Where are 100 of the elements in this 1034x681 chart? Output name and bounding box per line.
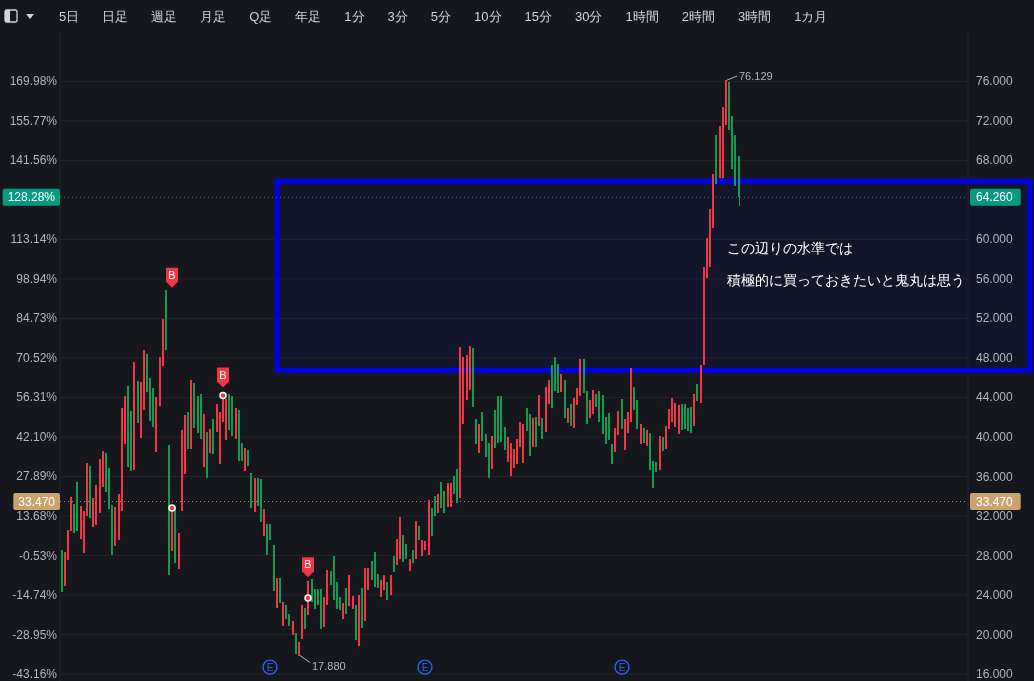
candlestick bbox=[273, 544, 275, 592]
y-tick-label: 72.000 bbox=[976, 113, 1014, 128]
candlestick bbox=[415, 520, 417, 559]
annotation: 積極的に買っておきたいと鬼丸は思う bbox=[727, 271, 966, 288]
candlestick bbox=[374, 551, 376, 588]
candlestick bbox=[203, 414, 205, 467]
candlestick bbox=[472, 348, 474, 408]
y2-tick-label: -0.53% bbox=[18, 548, 58, 563]
candlestick bbox=[304, 607, 306, 629]
candlestick bbox=[640, 424, 642, 444]
text: 週足 bbox=[151, 8, 178, 24]
y-tick-label: 28.000 bbox=[976, 548, 1014, 563]
candlestick bbox=[355, 604, 357, 641]
candlestick bbox=[254, 477, 256, 513]
candlestick bbox=[428, 500, 430, 555]
candlestick bbox=[348, 575, 350, 606]
y-tick-label: 24.000 bbox=[976, 588, 1014, 603]
y-tick-label: 20.000 bbox=[976, 627, 1014, 642]
y2-tick-label: 84.73% bbox=[16, 311, 58, 326]
candlestick bbox=[345, 588, 347, 614]
candlestick bbox=[643, 428, 645, 443]
candlestick bbox=[456, 468, 458, 504]
candlestick bbox=[292, 620, 294, 635]
candlestick bbox=[320, 589, 322, 629]
text: 17.880 bbox=[312, 659, 346, 672]
candlestick bbox=[608, 413, 610, 440]
text: 1分 bbox=[344, 8, 365, 24]
candlestick bbox=[690, 407, 692, 434]
text: B bbox=[304, 558, 312, 571]
candlestick bbox=[475, 419, 477, 444]
candlestick bbox=[187, 412, 189, 449]
text: 1カ月 bbox=[794, 8, 828, 24]
candlestick bbox=[500, 396, 502, 442]
y-tick-label: 68.000 bbox=[976, 153, 1014, 168]
y-tick-label: 16.000 bbox=[976, 667, 1014, 681]
text: 年足 bbox=[295, 8, 322, 24]
candlestick bbox=[127, 385, 129, 467]
candlestick bbox=[95, 485, 97, 525]
candlestick bbox=[646, 430, 648, 446]
y2-tick-label: 141.56% bbox=[9, 153, 58, 168]
candlestick bbox=[174, 507, 176, 564]
series-label: E bbox=[266, 662, 274, 674]
text: 5日 bbox=[59, 8, 80, 24]
candlestick bbox=[592, 389, 594, 415]
y2-tick-label: -43.16% bbox=[12, 667, 58, 681]
text: 3時間 bbox=[737, 8, 772, 24]
candlestick bbox=[681, 404, 683, 431]
y-tick-label: 60.000 bbox=[976, 232, 1014, 247]
candlestick bbox=[693, 393, 695, 427]
candlestick bbox=[611, 443, 613, 464]
candlestick bbox=[440, 482, 442, 509]
candlestick bbox=[247, 449, 249, 466]
ref-line-label: 64.260 bbox=[976, 190, 1014, 205]
candlestick bbox=[206, 432, 208, 479]
candlestick bbox=[412, 549, 414, 564]
candlestick bbox=[298, 642, 300, 656]
candlestick bbox=[266, 523, 268, 555]
y-tick-label: 52.000 bbox=[976, 311, 1014, 326]
candlestick bbox=[190, 379, 192, 449]
candlestick bbox=[209, 429, 211, 453]
text: 33.470 bbox=[976, 494, 1013, 509]
candlestick bbox=[560, 373, 562, 392]
candlestick bbox=[715, 134, 717, 185]
text: 1時間 bbox=[625, 8, 659, 24]
y2-tick-label: 155.77% bbox=[9, 113, 58, 128]
y2-tick-label: -14.74% bbox=[12, 588, 58, 603]
candlestick bbox=[522, 424, 524, 463]
text: 月足 bbox=[200, 8, 227, 24]
y2-tick-label: 42.10% bbox=[16, 429, 58, 444]
candlestick bbox=[662, 437, 664, 451]
candlestick bbox=[684, 404, 686, 430]
candlestick bbox=[418, 525, 420, 540]
candlestick bbox=[178, 532, 180, 570]
candlestick bbox=[114, 507, 116, 546]
candlestick bbox=[361, 588, 363, 628]
candlestick bbox=[659, 436, 661, 470]
candlestick bbox=[504, 427, 506, 450]
candlestick bbox=[282, 601, 284, 626]
candlestick bbox=[301, 604, 303, 639]
candlestick bbox=[437, 494, 439, 514]
candlestick bbox=[133, 361, 135, 470]
candlestick bbox=[491, 436, 493, 469]
candlestick bbox=[263, 509, 265, 536]
candlestick bbox=[279, 578, 281, 603]
candlestick bbox=[687, 408, 689, 432]
candlestick bbox=[358, 595, 360, 647]
candlestick bbox=[700, 364, 702, 404]
candlestick bbox=[212, 419, 214, 454]
point bbox=[304, 594, 312, 602]
text: 76.129 bbox=[739, 70, 773, 83]
candlestick bbox=[459, 347, 461, 499]
candlestick bbox=[447, 483, 449, 508]
candlestick bbox=[390, 575, 392, 596]
y2-tick-label: 128.28% bbox=[7, 190, 56, 205]
candlestick bbox=[89, 465, 91, 518]
candlestick bbox=[481, 412, 483, 441]
ref-line-label: 33.470 bbox=[18, 494, 56, 509]
y2-tick-label: 13.68% bbox=[16, 509, 58, 524]
y2-tick-label: 70.52% bbox=[16, 350, 58, 365]
candlestick bbox=[696, 383, 698, 402]
